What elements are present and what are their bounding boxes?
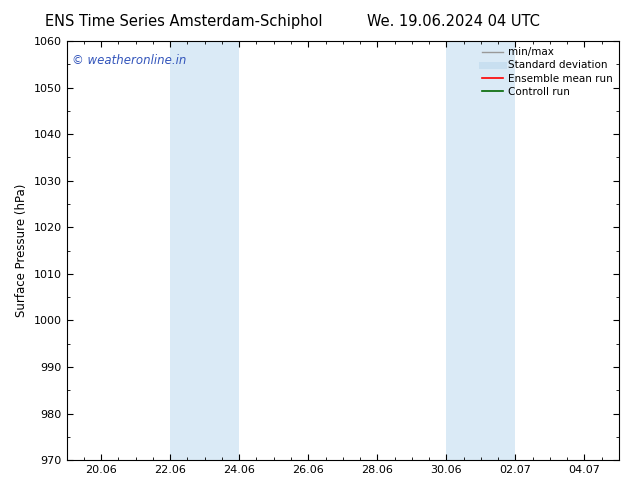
Bar bbox=[170, 41, 239, 460]
Y-axis label: Surface Pressure (hPa): Surface Pressure (hPa) bbox=[15, 184, 28, 318]
Text: ENS Time Series Amsterdam-Schiphol: ENS Time Series Amsterdam-Schiphol bbox=[45, 14, 323, 29]
Legend: min/max, Standard deviation, Ensemble mean run, Controll run: min/max, Standard deviation, Ensemble me… bbox=[478, 43, 617, 101]
Text: © weatheronline.in: © weatheronline.in bbox=[72, 53, 186, 67]
Bar bbox=[446, 41, 515, 460]
Text: We. 19.06.2024 04 UTC: We. 19.06.2024 04 UTC bbox=[367, 14, 540, 29]
